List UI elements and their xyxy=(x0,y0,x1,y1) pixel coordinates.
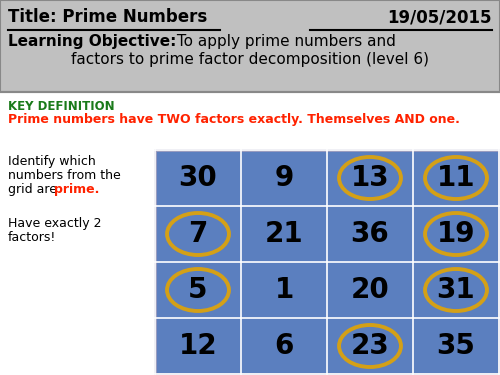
Text: factors to prime factor decomposition (level 6): factors to prime factor decomposition (l… xyxy=(71,52,429,67)
Text: Have exactly 2: Have exactly 2 xyxy=(8,217,102,230)
Text: Prime numbers have TWO factors exactly. Themselves AND one.: Prime numbers have TWO factors exactly. … xyxy=(8,113,460,126)
FancyBboxPatch shape xyxy=(155,150,499,374)
Text: 13: 13 xyxy=(350,164,390,192)
Text: 19/05/2015: 19/05/2015 xyxy=(388,8,492,26)
Text: 12: 12 xyxy=(178,332,218,360)
Text: Title: Prime Numbers: Title: Prime Numbers xyxy=(8,8,207,26)
Text: KEY DEFINITION: KEY DEFINITION xyxy=(8,100,115,113)
Text: 19: 19 xyxy=(437,220,475,248)
FancyBboxPatch shape xyxy=(0,46,500,92)
Text: 5: 5 xyxy=(188,276,208,304)
Text: 6: 6 xyxy=(274,332,293,360)
Text: 23: 23 xyxy=(350,332,390,360)
Text: 35: 35 xyxy=(436,332,476,360)
Text: To apply prime numbers and: To apply prime numbers and xyxy=(172,34,396,49)
FancyBboxPatch shape xyxy=(0,0,500,92)
Text: Identify which: Identify which xyxy=(8,155,96,168)
Text: 36: 36 xyxy=(350,220,390,248)
Text: Learning Objective:: Learning Objective: xyxy=(8,34,176,49)
Text: grid are: grid are xyxy=(8,183,61,196)
Text: 7: 7 xyxy=(188,220,208,248)
Text: 31: 31 xyxy=(436,276,476,304)
Text: 20: 20 xyxy=(350,276,390,304)
Text: numbers from the: numbers from the xyxy=(8,169,121,182)
Text: 1: 1 xyxy=(274,276,293,304)
Text: prime.: prime. xyxy=(54,183,100,196)
Text: 30: 30 xyxy=(178,164,218,192)
Text: 9: 9 xyxy=(274,164,293,192)
Text: factors!: factors! xyxy=(8,231,56,244)
Text: 21: 21 xyxy=(264,220,304,248)
Text: 11: 11 xyxy=(437,164,475,192)
